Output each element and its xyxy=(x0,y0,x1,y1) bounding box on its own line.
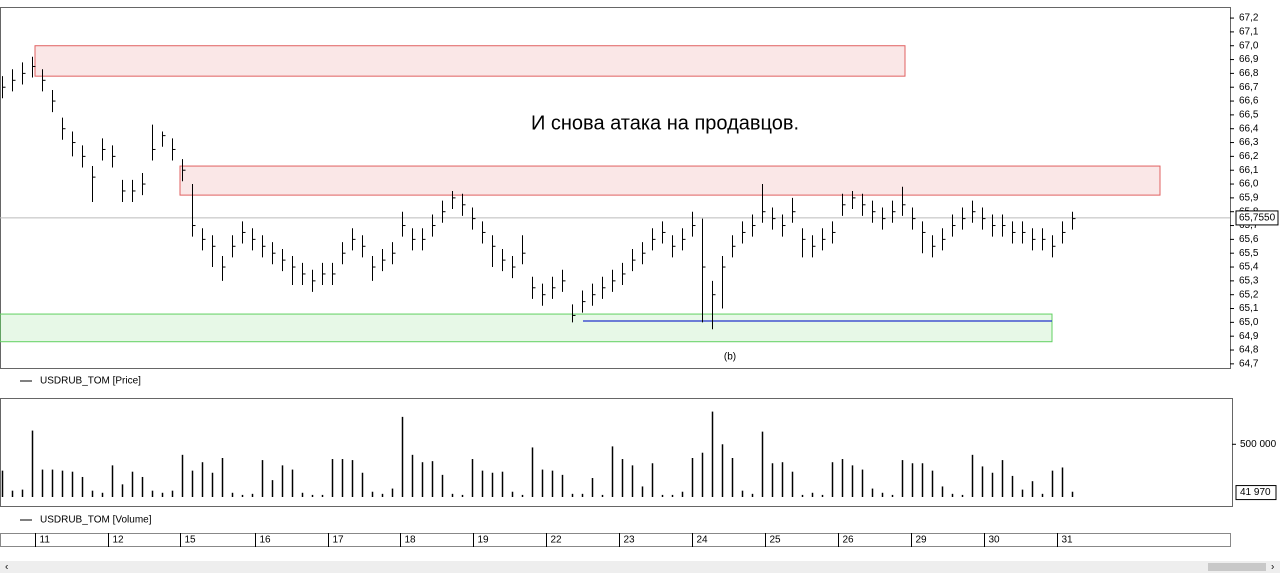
y-tick-label: 66,1 xyxy=(1239,165,1259,176)
zone xyxy=(34,45,906,77)
x-tick-label: 22 xyxy=(551,535,563,546)
annotation: И снова атака на продавцов. xyxy=(531,112,799,134)
last-volume-box xyxy=(1235,485,1277,501)
x-tick-label: 15 xyxy=(185,535,197,546)
x-tick-label: 17 xyxy=(333,535,345,546)
y-tick-label: 64,9 xyxy=(1239,331,1259,342)
last-volume-label: 41 970 xyxy=(1240,487,1271,498)
y-tick-label: 66,4 xyxy=(1239,123,1259,134)
last-price-label: 65,7550 xyxy=(1239,213,1276,224)
x-tick-label: 24 xyxy=(697,535,709,546)
price-panel xyxy=(0,7,1231,369)
y-tick-label: 65,1 xyxy=(1239,303,1259,314)
y-tick-label: 67,0 xyxy=(1239,40,1259,51)
x-tick-label: 11 xyxy=(40,535,51,546)
zone xyxy=(179,165,1161,196)
x-tick-label: 30 xyxy=(989,535,1001,546)
y-tick-label: 65,2 xyxy=(1239,289,1259,300)
panel-label: (b) xyxy=(724,352,736,363)
y-tick-label: 66,7 xyxy=(1239,82,1259,93)
y-tick-label: 67,2 xyxy=(1239,13,1259,24)
y-tick-label: 66,6 xyxy=(1239,96,1259,107)
legend-label: USDRUB_TOM [Volume] xyxy=(40,515,152,526)
y-tick-label: 65,0 xyxy=(1239,317,1259,328)
y-tick-label: 65,5 xyxy=(1239,248,1259,259)
scroll-left[interactable]: ‹ xyxy=(5,562,8,573)
y-tick-label: 65,3 xyxy=(1239,276,1259,287)
x-tick-label: 12 xyxy=(113,535,125,546)
x-tick-label: 19 xyxy=(478,535,490,546)
x-tick-label: 23 xyxy=(624,535,636,546)
y-tick-label: 66,0 xyxy=(1239,179,1259,190)
y-tick-label: 66,8 xyxy=(1239,68,1259,79)
y-tick-label: 64,8 xyxy=(1239,345,1259,356)
y-tick-label: 66,9 xyxy=(1239,54,1259,65)
y-tick-label: 65,6 xyxy=(1239,234,1259,245)
volume-panel xyxy=(0,398,1233,507)
last-price-box xyxy=(1235,210,1279,226)
y-tick-label: 67,1 xyxy=(1239,27,1259,38)
scroll-thumb[interactable] xyxy=(1208,563,1266,571)
y-tick-label: 65,7 xyxy=(1239,220,1259,231)
y-tick-label: 65,4 xyxy=(1239,262,1259,273)
x-tick-label: 18 xyxy=(405,535,417,546)
x-tick-label: 25 xyxy=(770,535,782,546)
zone xyxy=(0,313,1053,343)
date-axis xyxy=(0,533,1231,547)
y-tick-label: 66,2 xyxy=(1239,151,1259,162)
y-tick-label: 66,3 xyxy=(1239,137,1259,148)
y-tick-label: 65,9 xyxy=(1239,193,1259,204)
y-tick-label: 64,7 xyxy=(1239,358,1259,369)
x-tick-label: 16 xyxy=(260,535,272,546)
y-tick-label: 500 000 xyxy=(1240,439,1277,450)
scrollbar[interactable] xyxy=(0,561,1280,573)
x-tick-label: 31 xyxy=(1062,535,1074,546)
scroll-right[interactable]: › xyxy=(1271,562,1274,573)
y-tick-label: 66,5 xyxy=(1239,110,1259,121)
legend-label: USDRUB_TOM [Price] xyxy=(40,376,141,387)
x-tick-label: 29 xyxy=(916,535,928,546)
x-tick-label: 26 xyxy=(843,535,855,546)
